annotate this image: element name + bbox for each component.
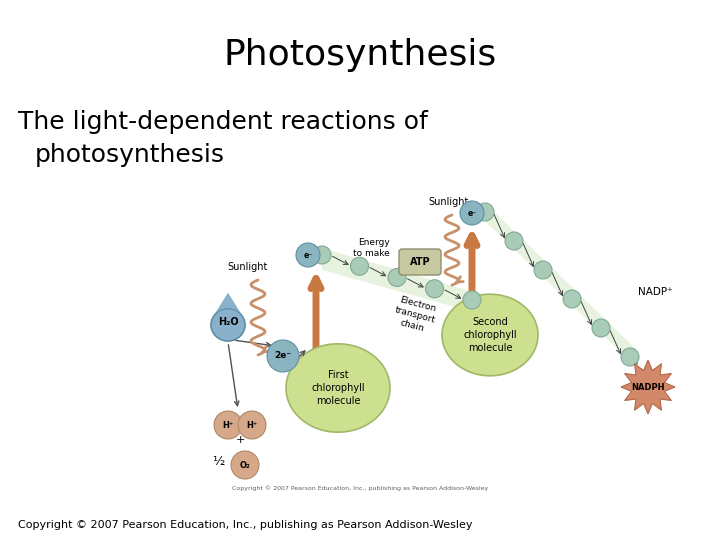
- Circle shape: [563, 290, 581, 308]
- Ellipse shape: [211, 309, 245, 341]
- Text: Sunlight: Sunlight: [429, 197, 469, 207]
- Text: Energy
to make: Energy to make: [354, 238, 390, 258]
- Circle shape: [460, 201, 484, 225]
- Text: Photosynthesis: Photosynthesis: [223, 38, 497, 72]
- Text: Second
chlorophyll
molecule: Second chlorophyll molecule: [463, 317, 517, 353]
- Circle shape: [476, 203, 494, 221]
- Circle shape: [214, 411, 242, 439]
- Circle shape: [534, 261, 552, 279]
- Circle shape: [238, 411, 266, 439]
- Circle shape: [267, 340, 299, 372]
- Text: +: +: [235, 435, 245, 445]
- Circle shape: [505, 232, 523, 250]
- Polygon shape: [621, 360, 675, 414]
- Text: photosynthesis: photosynthesis: [35, 143, 225, 167]
- Polygon shape: [322, 248, 484, 315]
- Text: 2e⁻: 2e⁻: [274, 352, 292, 361]
- Ellipse shape: [286, 344, 390, 432]
- Ellipse shape: [442, 294, 538, 376]
- Circle shape: [621, 348, 639, 366]
- Text: NADP⁺: NADP⁺: [638, 287, 672, 297]
- Text: NADPH: NADPH: [631, 382, 665, 392]
- Circle shape: [426, 280, 444, 298]
- FancyBboxPatch shape: [399, 249, 441, 275]
- Text: The light-dependent reactions of: The light-dependent reactions of: [18, 110, 428, 134]
- Text: Sunlight: Sunlight: [228, 262, 268, 272]
- Text: O₂: O₂: [240, 461, 251, 469]
- Polygon shape: [485, 203, 635, 366]
- Circle shape: [351, 257, 369, 275]
- Circle shape: [296, 243, 320, 267]
- Text: Copyright © 2007 Pearson Education, Inc., publishing as Pearson Addison-Wesley: Copyright © 2007 Pearson Education, Inc.…: [18, 520, 472, 530]
- Text: First
chlorophyll
molecule: First chlorophyll molecule: [311, 370, 365, 406]
- Text: Copyright © 2007 Pearson Education, Inc., publishing as Pearson Addison-Wesley: Copyright © 2007 Pearson Education, Inc.…: [232, 485, 488, 491]
- Text: H⁺: H⁺: [246, 421, 258, 429]
- Circle shape: [231, 451, 259, 479]
- Text: Electron
transport
chain: Electron transport chain: [391, 295, 439, 336]
- Text: ½: ½: [212, 456, 224, 469]
- Circle shape: [313, 246, 331, 264]
- Text: H⁺: H⁺: [222, 421, 233, 429]
- Circle shape: [388, 268, 406, 287]
- Text: H₂O: H₂O: [217, 317, 238, 327]
- Circle shape: [592, 319, 610, 337]
- Circle shape: [463, 291, 481, 309]
- Polygon shape: [215, 293, 241, 313]
- Text: e⁻: e⁻: [467, 208, 477, 218]
- Text: ATP: ATP: [410, 257, 431, 267]
- Text: e⁻: e⁻: [303, 251, 312, 260]
